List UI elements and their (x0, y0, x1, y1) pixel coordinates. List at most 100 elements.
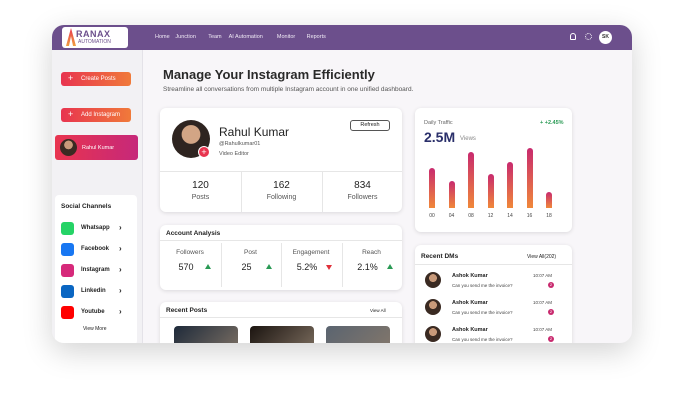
nav-link[interactable]: Reports (306, 34, 326, 40)
chevron: › (119, 244, 122, 253)
posts-title: Recent Posts (166, 307, 208, 314)
nav-link[interactable]: AI Automation (228, 34, 263, 40)
posts-divider (160, 317, 402, 318)
dm-time: 10:07 AM (533, 273, 553, 278)
dms-view-all[interactable]: View All(202) (527, 254, 557, 260)
brand-name: RANAX (76, 29, 111, 39)
bell-icon[interactable] (570, 33, 576, 40)
dm-message: Can you send me the invoice? (452, 283, 513, 288)
top-bar: RANAX AUTOMATION Home Junction Team AI Automa… (52, 25, 632, 50)
dm-avatar (425, 272, 441, 288)
logo-a (66, 28, 76, 46)
page-subtitle: Streamline all conversations from multip… (163, 86, 414, 93)
x-tick-label: 16 (526, 213, 533, 219)
x-tick-label: 08 (468, 213, 474, 219)
nav-link[interactable]: Team (208, 34, 222, 40)
nav-link[interactable]: Home (155, 34, 170, 40)
stat-value: 834 (354, 180, 371, 191)
dm-name[interactable]: Ashok Kumar (452, 273, 488, 279)
channel-name[interactable]: Linkedin (81, 288, 106, 294)
analysis-value: 25 (241, 262, 252, 272)
channel-icon (61, 264, 74, 277)
trend-arrow (386, 264, 393, 269)
profile-card: + Rahul Kumar @Rahulkumar01 Video Editor Ref… (160, 108, 402, 212)
nav-link[interactable]: Junction (175, 34, 196, 40)
nav-link[interactable]: Monitor (276, 34, 296, 40)
view-more[interactable]: View More (83, 326, 107, 332)
chevron: › (119, 223, 122, 232)
social-panel: Social Channels Whatsapp › Facebook › Instagr… (55, 195, 137, 343)
x-tick-label: 18 (546, 213, 552, 219)
analysis-label: Reach (362, 249, 381, 256)
stat-label: Posts (191, 194, 210, 201)
stat-value: 120 (192, 180, 209, 191)
avatar-add[interactable]: + (198, 146, 210, 158)
dm-name[interactable]: Ashok Kumar (452, 327, 488, 333)
analysis-col-divider (341, 243, 343, 287)
stat-label: Following (266, 194, 297, 201)
sidebar-button[interactable]: Create Posts + (61, 72, 131, 86)
stats-divider (160, 171, 402, 172)
stat-divider (322, 171, 323, 212)
dm-message: Can you send me the invoice? (452, 310, 513, 315)
account-card[interactable]: Rahul Kumar (55, 135, 138, 160)
traffic-title: Daily Traffic (424, 120, 453, 126)
chevron: › (119, 265, 122, 274)
post-thumbnail[interactable] (250, 326, 314, 343)
dm-name[interactable]: Ashok Kumar (452, 300, 488, 306)
posts-view-all[interactable]: View All (370, 308, 386, 313)
trend-arrow (205, 264, 211, 269)
social-title: Social Channels (61, 203, 112, 210)
dms-card: Recent DMs View All(202) Ashok Kumar Can yo… (415, 245, 572, 343)
dm-unread: 2 (548, 282, 554, 288)
channel-name[interactable]: Instagram (81, 267, 110, 273)
refresh-button[interactable]: Refresh (350, 120, 390, 131)
dm-time: 10:07 AM (533, 300, 553, 305)
channel-icon (61, 306, 74, 319)
post-thumbnail[interactable] (326, 326, 390, 343)
account-avatar (60, 139, 77, 156)
profile-role: Video Editor (219, 151, 249, 157)
traffic-change: + +2.45% (540, 120, 564, 126)
dm-avatar (425, 299, 441, 315)
channel-name[interactable]: Youtube (81, 309, 105, 315)
sidebar-button[interactable]: Add Instagram + (61, 108, 131, 122)
channel-name[interactable]: Facebook (81, 246, 110, 252)
analysis-label: Engagement (292, 249, 330, 256)
trend-arrow (265, 264, 272, 269)
dm-message: Can you send me the invoice? (452, 337, 513, 342)
dm-time: 10:07 AM (533, 327, 553, 332)
plus-icon: + (68, 109, 74, 119)
x-tick-label: 00 (429, 213, 435, 219)
logo: RANAX AUTOMATION (62, 27, 128, 48)
channel-name[interactable]: Whatsapp (81, 225, 110, 231)
analysis-card: Account Analysis Followers 570 Post 25 Engage… (160, 225, 402, 290)
analysis-divider (160, 240, 402, 241)
traffic-bar (448, 180, 455, 208)
dms-divider (415, 264, 572, 265)
analysis-label: Followers (176, 249, 204, 256)
traffic-bar (487, 174, 494, 208)
sidebar: Create Posts + Add Instagram + Rahul Kumar So… (52, 50, 143, 343)
avatar-initials[interactable]: SK (599, 31, 612, 44)
traffic-bar (546, 192, 552, 208)
x-tick-label: 14 (507, 213, 513, 219)
plus-icon: + (68, 73, 74, 83)
traffic-bar (468, 152, 474, 208)
stat-value: 162 (273, 180, 290, 191)
settings-icon[interactable] (585, 33, 592, 40)
dm-unread: 2 (548, 309, 554, 315)
dms-title: Recent DMs (421, 253, 459, 260)
profile-name: Rahul Kumar (219, 125, 290, 139)
post-thumbnail[interactable] (174, 326, 238, 343)
chevron: › (119, 286, 122, 295)
profile-handle: @Rahulkumar01 (219, 141, 261, 147)
channel-icon (61, 285, 74, 298)
channel-icon (61, 222, 74, 235)
posts-card: Recent Posts View All (160, 302, 402, 343)
analysis-value: 570 (178, 262, 194, 272)
traffic-card: Daily Traffic + +2.45% 2.5M Views 00 04 08 12 14… (415, 108, 572, 232)
stat-divider (241, 171, 242, 212)
analysis-title: Account Analysis (166, 230, 221, 237)
